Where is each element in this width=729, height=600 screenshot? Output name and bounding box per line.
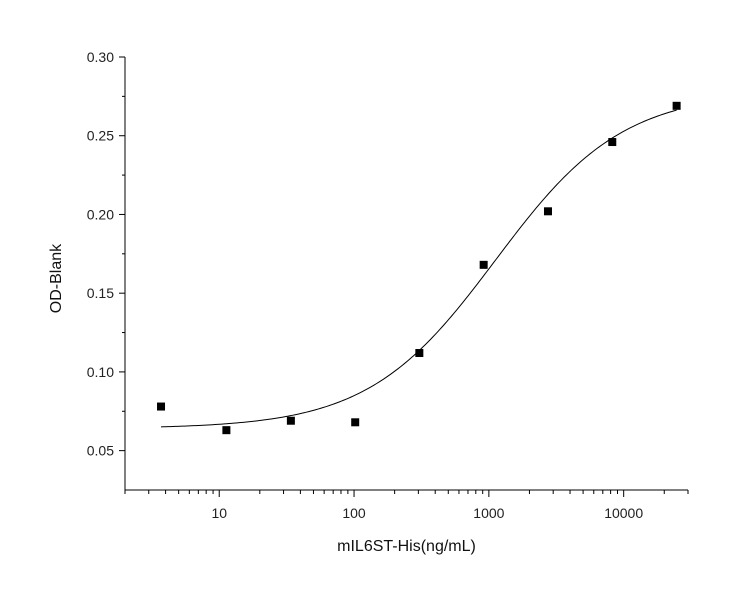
y-axis-title: OD-Blank (48, 243, 65, 313)
y-tick-label: 0.10 (87, 364, 114, 380)
data-point (222, 426, 231, 435)
y-tick-label: 0.20 (87, 206, 114, 222)
x-axis-title: mIL6ST-His(ng/mL) (337, 538, 476, 555)
y-tick-label: 0.25 (87, 128, 114, 144)
data-point (157, 402, 166, 411)
y-tick-label: 0.05 (87, 443, 114, 459)
data-point (543, 207, 552, 216)
y-tick-label: 0.15 (87, 285, 114, 301)
y-tick-label: 0.30 (87, 49, 114, 65)
data-point (351, 418, 360, 427)
data-point (672, 101, 681, 110)
ticks (119, 56, 689, 497)
data-point (608, 138, 617, 147)
x-tick-label: 100 (342, 505, 366, 521)
data-point (286, 416, 295, 425)
x-tick-label: 10000 (604, 505, 643, 521)
data-points (157, 101, 681, 435)
x-tick-label: 1000 (473, 505, 504, 521)
tick-labels: 0.05 0.10 0.15 0.20 0.25 0.30 10 100 1000 10000 (87, 49, 644, 521)
data-point (479, 260, 488, 269)
data-point (415, 349, 424, 358)
x-tick-label: 10 (211, 505, 227, 521)
fit-curve (161, 109, 677, 428)
